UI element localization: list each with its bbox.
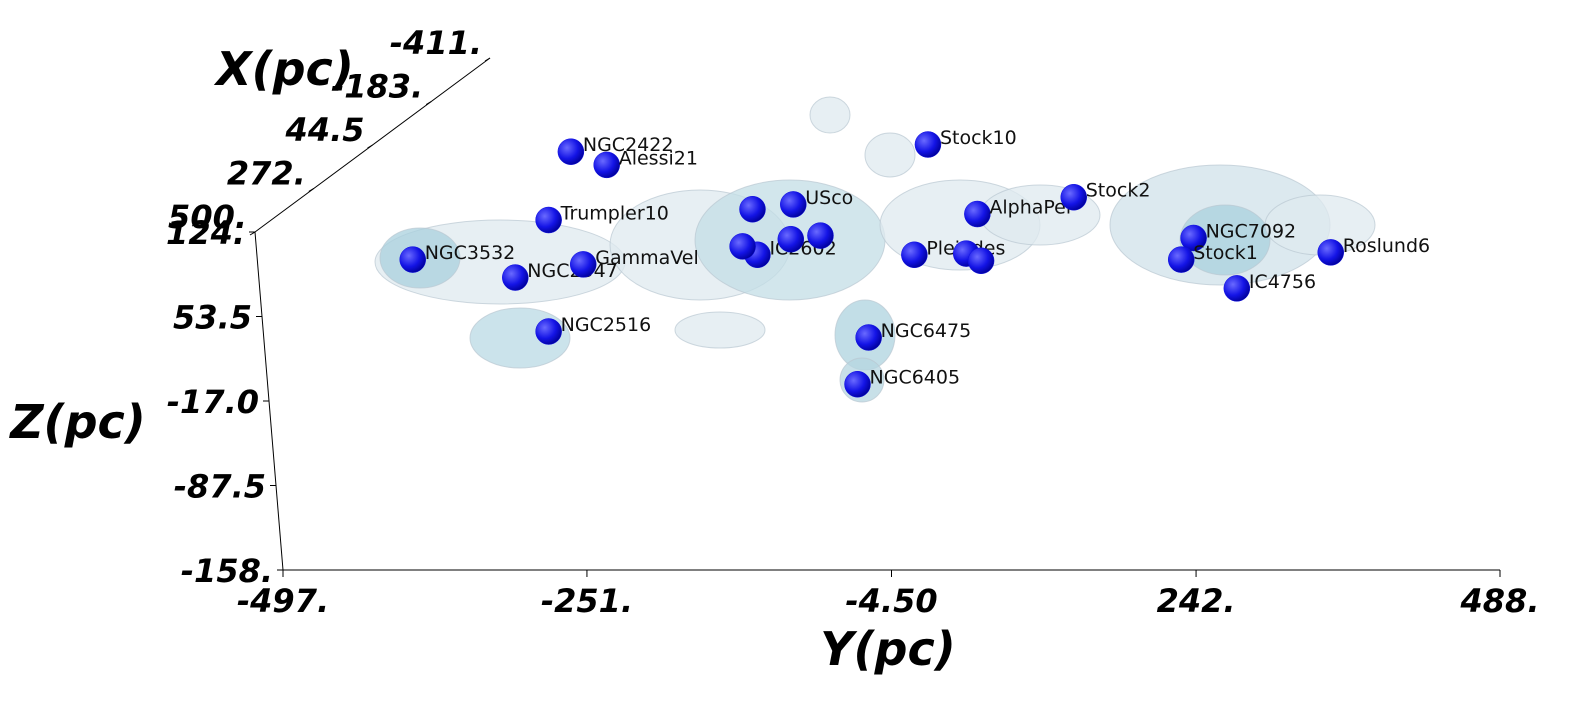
- cluster-point: [1223, 275, 1251, 302]
- depth-axis-title: X(pc): [213, 42, 354, 96]
- depth-tick: [308, 188, 315, 192]
- cluster-point: [1180, 224, 1207, 252]
- y-tick-label: -87.5: [174, 468, 266, 506]
- y-axis-title: Z(pc): [8, 395, 146, 449]
- point-label: Stock10: [940, 127, 1017, 149]
- x-tick-label: 242.: [1157, 582, 1236, 620]
- cluster-point: [557, 138, 585, 165]
- cluster-point: [901, 241, 928, 269]
- depth-tick: [249, 231, 256, 236]
- cluster-point: [502, 264, 529, 291]
- cluster-point: [1060, 183, 1087, 211]
- cluster-point: [729, 233, 756, 260]
- point-label: Trumpler10: [560, 203, 669, 225]
- depth-tick: [367, 144, 373, 149]
- point-label: Stock1: [1193, 242, 1258, 264]
- point-label: Stock2: [1086, 180, 1151, 202]
- x-axis-title: Y(pc): [820, 622, 956, 676]
- point-label: GammaVel: [595, 247, 699, 269]
- cluster-point: [855, 324, 882, 351]
- depth-tick: [484, 57, 491, 62]
- cluster-point: [593, 151, 620, 179]
- depth-tick-label: -411.: [390, 24, 482, 62]
- cluster-point: [1317, 239, 1344, 266]
- point-label: USco: [805, 187, 853, 209]
- point-label: NGC6475: [881, 320, 972, 342]
- cluster-point: [535, 318, 562, 345]
- y-tick-label: -158.: [181, 552, 273, 590]
- cluster-point: [399, 246, 426, 273]
- depth-tick-label: 44.5: [285, 111, 365, 149]
- point-label: IC4756: [1249, 271, 1316, 293]
- y-tick-label: -17.0: [167, 383, 259, 421]
- cluster-point: [739, 195, 766, 223]
- x-tick-label: -251.: [541, 582, 633, 620]
- cluster-point: [535, 206, 562, 234]
- point-label: NGC3532: [425, 242, 516, 264]
- cluster-point: [777, 225, 805, 253]
- y-tick-label: 124.: [166, 214, 245, 252]
- x-tick-label: 488.: [1460, 582, 1540, 620]
- depth-tick: [425, 101, 432, 105]
- point-label: NGC7092: [1206, 220, 1297, 242]
- cluster-point: [967, 247, 995, 275]
- point-label: NGC6405: [870, 367, 961, 389]
- point-label: Roslund6: [1343, 235, 1430, 257]
- cluster-point: [569, 251, 597, 278]
- cluster-point: [780, 191, 807, 218]
- point-label: NGC2422: [583, 134, 674, 156]
- cluster-point: [964, 200, 991, 228]
- cluster-point: [844, 370, 871, 398]
- depth-tick-label: 272.: [227, 154, 306, 192]
- point-label: Alessi21: [619, 147, 698, 169]
- cluster-point: [807, 222, 834, 249]
- x-tick-label: -497.: [237, 582, 329, 620]
- point-label: NGC2516: [561, 314, 652, 336]
- x-tick-label: -4.50: [845, 582, 937, 620]
- cluster-point: [1167, 246, 1195, 273]
- point-label: AlphaPer: [989, 197, 1073, 219]
- y-tick-label: 53.5: [173, 299, 252, 337]
- cluster-point: [914, 131, 942, 158]
- depth-tick-label: 500.: [168, 198, 247, 236]
- depth-tick-label: -183.: [331, 68, 423, 106]
